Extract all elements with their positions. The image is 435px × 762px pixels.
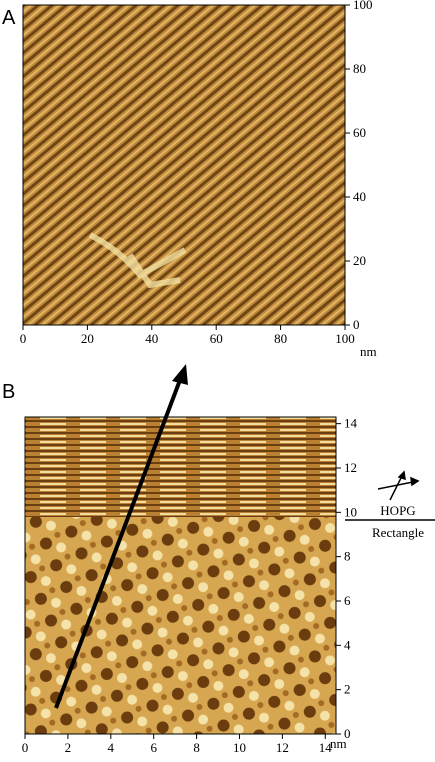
y-tick-label: 40 — [353, 189, 366, 204]
y-tick-label: 60 — [353, 125, 366, 140]
x-tick-label: 40 — [145, 331, 158, 346]
y-tick-label: 2 — [344, 682, 351, 697]
x-tick-label: 6 — [150, 740, 157, 755]
x-tick-label: 2 — [65, 740, 72, 755]
x-tick-label: 8 — [193, 740, 200, 755]
x-tick-label: 0 — [22, 740, 29, 755]
x-tick-label: 14 — [319, 740, 333, 755]
y-tick-label: 12 — [344, 460, 357, 475]
x-unit: nm — [360, 344, 377, 359]
annotation: HOPG — [380, 503, 415, 518]
x-unit: nm — [330, 736, 347, 751]
y-tick-label: 10 — [344, 504, 357, 519]
panel-label: A — [2, 7, 16, 29]
y-tick-label: 80 — [353, 61, 366, 76]
y-tick-label: 6 — [344, 593, 351, 608]
y-tick-label: 8 — [344, 549, 351, 564]
y-tick-label: 14 — [344, 416, 358, 431]
x-tick-label: 60 — [210, 331, 223, 346]
x-tick-label: 0 — [20, 331, 27, 346]
hopg-icon — [345, 470, 435, 521]
x-tick-label: 4 — [108, 740, 115, 755]
x-tick-label: 100 — [335, 331, 355, 346]
y-tick-label: 0 — [353, 317, 360, 332]
annotation: Rectangle — [372, 525, 424, 540]
x-tick-label: 12 — [276, 740, 289, 755]
panel-b-image — [25, 364, 336, 734]
y-tick-label: 0 — [344, 726, 351, 741]
frame — [22, 4, 346, 326]
frame — [24, 416, 337, 735]
panel-label: B — [2, 381, 15, 403]
x-tick-label: 10 — [233, 740, 246, 755]
x-tick-label: 20 — [81, 331, 94, 346]
y-tick-label: 100 — [353, 0, 373, 12]
y-tick-label: 4 — [344, 637, 351, 652]
x-tick-label: 80 — [274, 331, 287, 346]
y-tick-label: 20 — [353, 253, 366, 268]
panel-a-image — [23, 5, 345, 325]
